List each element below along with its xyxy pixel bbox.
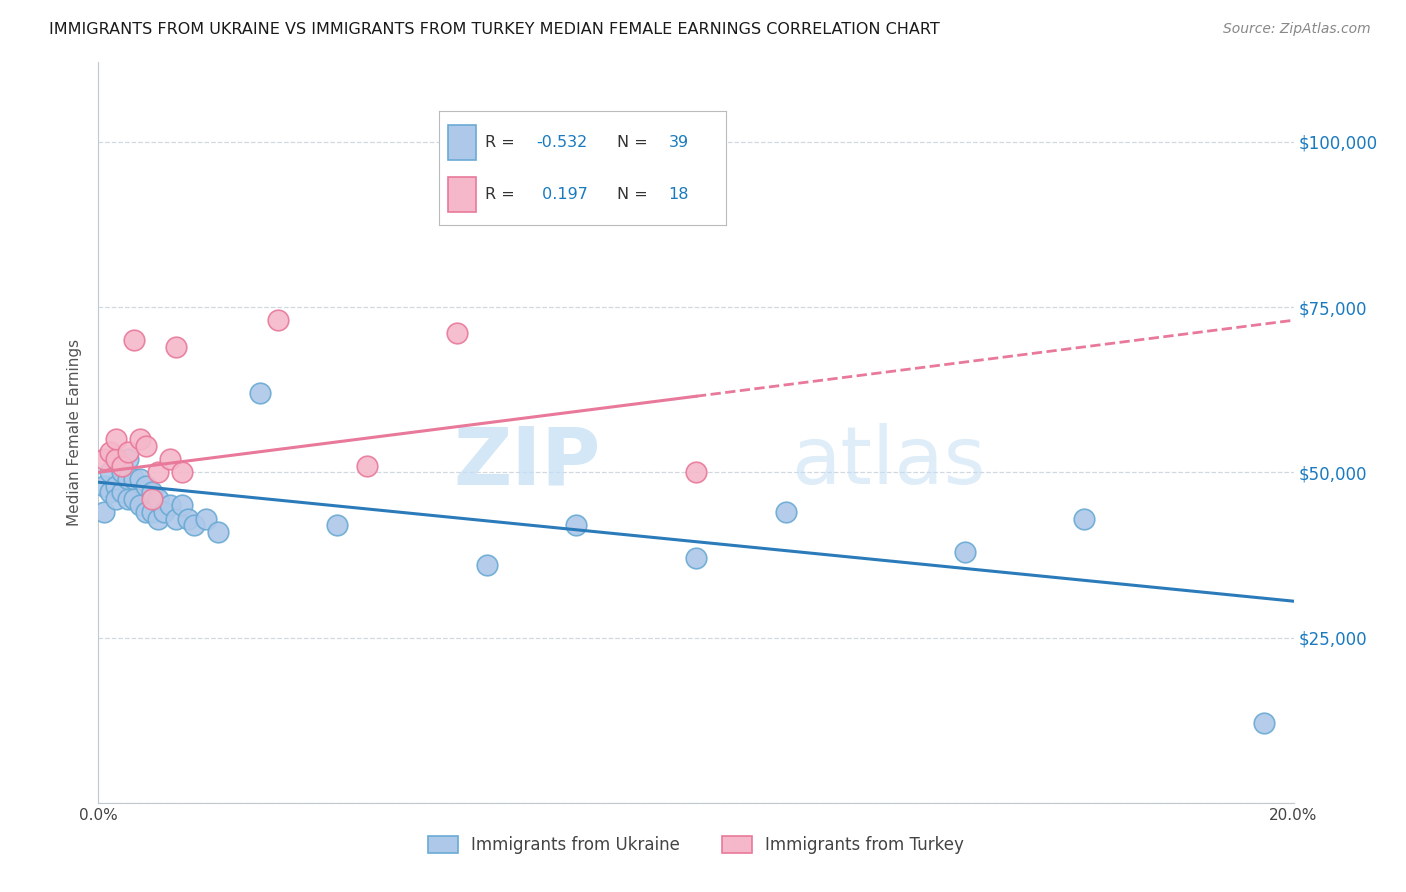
Point bbox=[177, 511, 200, 525]
Point bbox=[148, 511, 170, 525]
Point bbox=[98, 465, 122, 479]
Point bbox=[135, 439, 157, 453]
Point bbox=[124, 333, 146, 347]
Point bbox=[953, 544, 976, 558]
Point bbox=[111, 465, 134, 479]
Text: Source: ZipAtlas.com: Source: ZipAtlas.com bbox=[1223, 22, 1371, 37]
Point bbox=[93, 452, 115, 467]
Point bbox=[98, 445, 122, 459]
Point bbox=[172, 465, 194, 479]
Text: atlas: atlas bbox=[792, 423, 986, 501]
Point bbox=[565, 518, 588, 533]
Point bbox=[446, 326, 468, 341]
Y-axis label: Median Female Earnings: Median Female Earnings bbox=[67, 339, 83, 526]
Point bbox=[159, 499, 181, 513]
Point bbox=[775, 505, 797, 519]
Point bbox=[98, 485, 122, 500]
Point bbox=[183, 518, 205, 533]
Point bbox=[685, 465, 707, 479]
Point bbox=[105, 452, 128, 467]
Text: IMMIGRANTS FROM UKRAINE VS IMMIGRANTS FROM TURKEY MEDIAN FEMALE EARNINGS CORRELA: IMMIGRANTS FROM UKRAINE VS IMMIGRANTS FR… bbox=[49, 22, 941, 37]
Point bbox=[105, 432, 128, 446]
Text: ZIP: ZIP bbox=[453, 423, 600, 501]
Point bbox=[105, 478, 128, 492]
Point bbox=[117, 452, 139, 467]
Point bbox=[172, 499, 194, 513]
Point bbox=[326, 518, 349, 533]
Point bbox=[124, 491, 146, 506]
Point bbox=[135, 505, 157, 519]
Point bbox=[1253, 716, 1275, 731]
Point bbox=[195, 511, 218, 525]
Point bbox=[153, 505, 176, 519]
Point bbox=[685, 551, 707, 566]
Point bbox=[148, 491, 170, 506]
Point bbox=[111, 485, 134, 500]
Point bbox=[105, 452, 128, 467]
Point bbox=[93, 478, 115, 492]
Point bbox=[135, 478, 157, 492]
Point bbox=[117, 491, 139, 506]
Point bbox=[111, 458, 134, 473]
Point bbox=[141, 505, 163, 519]
Point bbox=[117, 472, 139, 486]
Point bbox=[148, 465, 170, 479]
Point bbox=[105, 491, 128, 506]
Point bbox=[475, 558, 498, 572]
Point bbox=[356, 458, 378, 473]
Point bbox=[141, 491, 163, 506]
Point bbox=[165, 511, 187, 525]
Legend: Immigrants from Ukraine, Immigrants from Turkey: Immigrants from Ukraine, Immigrants from… bbox=[422, 830, 970, 861]
Point bbox=[141, 485, 163, 500]
Point bbox=[267, 313, 290, 327]
Point bbox=[124, 472, 146, 486]
Point bbox=[129, 432, 152, 446]
Point bbox=[159, 452, 181, 467]
Point bbox=[1073, 511, 1095, 525]
Point bbox=[165, 340, 187, 354]
Point bbox=[129, 499, 152, 513]
Point bbox=[117, 445, 139, 459]
Point bbox=[129, 472, 152, 486]
Point bbox=[93, 505, 115, 519]
Point bbox=[207, 524, 229, 539]
Point bbox=[249, 386, 271, 401]
